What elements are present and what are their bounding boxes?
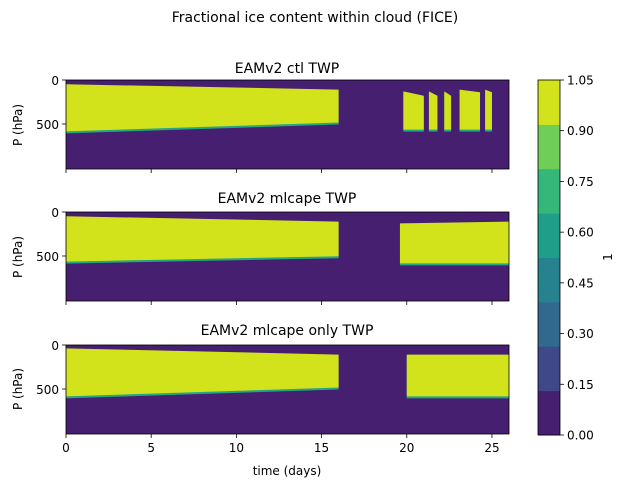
cloud-region — [406, 354, 509, 397]
cloud-region — [428, 91, 438, 130]
cloud-region — [403, 91, 424, 130]
cloud-region — [399, 221, 509, 264]
x-axis-label: time (days) — [253, 464, 322, 478]
colorbar-swatch — [538, 390, 560, 436]
panel-title: EAMv2 mlcape TWP — [218, 191, 357, 207]
x-tick-label: 10 — [229, 441, 244, 455]
colorbar-swatch — [538, 80, 560, 125]
colorbar-tick-label: 0.45 — [567, 276, 594, 290]
x-tick-label: 5 — [147, 441, 155, 455]
colorbar-tick-label: 0.15 — [567, 378, 594, 392]
figure-title: Fractional ice content within cloud (FIC… — [172, 10, 459, 26]
panel-ctl: EAMv2 ctl TWP P (hPa) 0 500 — [11, 61, 510, 173]
colorbar-tick-label: 0.60 — [567, 226, 594, 240]
colorbar-label: 1 — [601, 253, 615, 261]
cloud-field — [66, 216, 509, 266]
colorbar-swatch — [538, 346, 560, 392]
x-ticks — [65, 301, 493, 305]
x-tick-label: 25 — [484, 441, 499, 455]
colorbar-tick-label: 0.90 — [567, 124, 594, 138]
y-axis-label: P (hPa) — [11, 236, 25, 278]
x-ticks: 0 5 10 15 20 25 — [62, 434, 500, 455]
plot-frame — [65, 211, 510, 302]
cloud-region — [66, 216, 339, 262]
y-tick-label: 500 — [36, 118, 59, 132]
colorbar-swatches — [538, 80, 560, 436]
colorbar-tick-label: 0.30 — [567, 327, 594, 341]
colorbar: 1.05 0.90 0.75 0.60 0.45 0.30 0.15 0.00 1 — [537, 74, 615, 443]
colorbar-swatch — [538, 213, 560, 258]
x-ticks — [65, 169, 493, 173]
cloud-region — [485, 89, 492, 130]
panel-mlcape-only: EAMv2 mlcape only TWP P (hPa) 0 500 0 5 10… — [11, 323, 510, 478]
y-tick-label: 0 — [51, 339, 59, 353]
y-tick-label: 500 — [36, 383, 59, 397]
colorbar-frame — [537, 79, 561, 436]
y-tick-label: 0 — [51, 206, 59, 220]
plot-frame — [65, 79, 510, 170]
cloud-region — [459, 89, 481, 130]
x-tick-label: 20 — [399, 441, 414, 455]
cloud-region — [66, 84, 339, 132]
colorbar-tick-label: 1.05 — [567, 74, 594, 88]
y-axis-label: P (hPa) — [11, 104, 25, 146]
x-tick-label: 15 — [314, 441, 329, 455]
colorbar-swatch — [538, 301, 560, 347]
plot-frame — [65, 344, 510, 435]
y-tick-label: 0 — [51, 74, 59, 88]
colorbar-swatch — [538, 124, 560, 170]
colorbar-tick-label: 0.00 — [567, 429, 594, 443]
colorbar-swatch — [538, 168, 560, 214]
y-tick-label: 500 — [36, 250, 59, 264]
colorbar-ticks: 1.05 0.90 0.75 0.60 0.45 0.30 0.15 0.00 — [560, 74, 594, 443]
panel-title: EAMv2 ctl TWP — [235, 61, 340, 77]
x-tick-label: 0 — [62, 441, 70, 455]
cloud-field — [66, 348, 509, 399]
cloud-region — [66, 348, 339, 397]
panel-title: EAMv2 mlcape only TWP — [201, 323, 374, 339]
y-axis-label: P (hPa) — [11, 368, 25, 410]
colorbar-swatch — [538, 257, 560, 303]
cloud-region — [444, 91, 452, 130]
panel-mlcape: EAMv2 mlcape TWP P (hPa) 0 500 — [11, 191, 510, 305]
colorbar-tick-label: 0.75 — [567, 175, 594, 189]
cloud-field — [66, 84, 492, 134]
